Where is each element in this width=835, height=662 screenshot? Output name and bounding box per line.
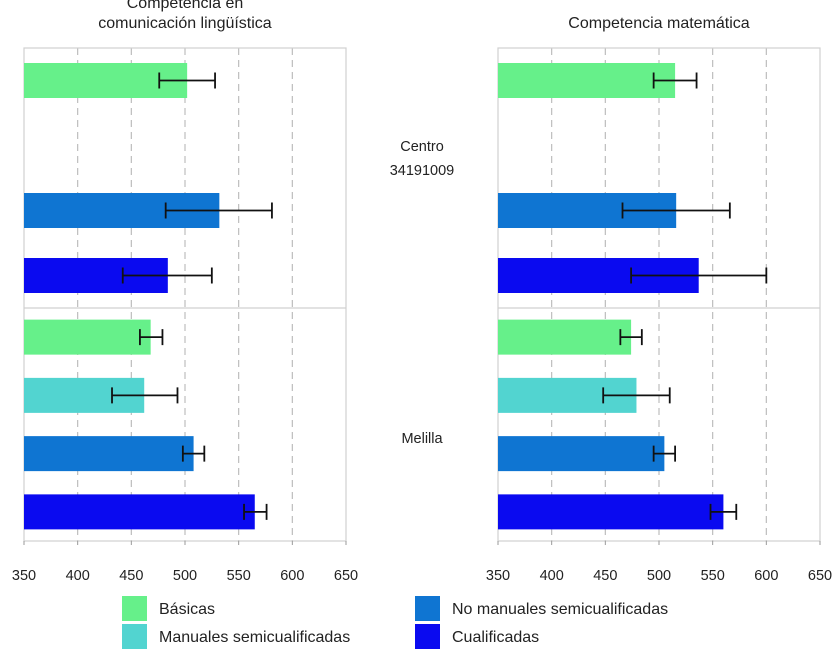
legend-swatch xyxy=(415,596,440,621)
x-tick-label: 650 xyxy=(808,568,832,584)
x-tick-label: 500 xyxy=(173,568,197,584)
panel-title: comunicación lingüística xyxy=(98,15,272,32)
x-tick-label: 350 xyxy=(12,568,36,584)
bar-no-manuales-semicualificadas xyxy=(498,436,665,472)
bar-cualificadas xyxy=(24,494,255,530)
x-tick-label: 400 xyxy=(66,568,90,584)
group-label: 34191009 xyxy=(390,163,455,179)
bar-cualificadas xyxy=(498,494,724,530)
x-tick-label: 350 xyxy=(486,568,510,584)
legend: Básicas Manuales semicualificadas No manua… xyxy=(122,596,668,649)
group-label: Melilla xyxy=(401,431,443,447)
legend-label: Manuales semicualificadas xyxy=(159,629,350,646)
bar-basicas xyxy=(498,63,676,98)
legend-swatch xyxy=(122,624,147,649)
x-tick-label: 600 xyxy=(280,568,304,584)
bar-no-manuales-semicualificadas xyxy=(24,436,194,472)
legend-label: No manuales semicualificadas xyxy=(452,601,668,618)
x-tick-label: 600 xyxy=(754,568,778,584)
x-tick-label: 500 xyxy=(647,568,671,584)
x-tick-label: 400 xyxy=(540,568,564,584)
panel-title: Competencia matemática xyxy=(568,15,750,32)
legend-label: Básicas xyxy=(159,601,215,618)
legend-swatch xyxy=(122,596,147,621)
bar-basicas xyxy=(24,319,151,355)
legend-label: Cualificadas xyxy=(452,629,539,646)
group-label: Centro xyxy=(400,139,444,155)
panel-title: Competencia en xyxy=(127,0,244,12)
panel-2: Competencia matemática 350 400 450 500 550 600… xyxy=(486,15,832,584)
x-tick-label: 450 xyxy=(119,568,143,584)
legend-swatch xyxy=(415,624,440,649)
x-tick-label: 450 xyxy=(593,568,617,584)
x-tick-label: 550 xyxy=(227,568,251,584)
x-tick-label: 550 xyxy=(701,568,725,584)
panel-1: Competencia en comunicación lingüística 35… xyxy=(12,0,358,584)
x-tick-label: 650 xyxy=(334,568,358,584)
bar-basicas xyxy=(498,319,632,355)
